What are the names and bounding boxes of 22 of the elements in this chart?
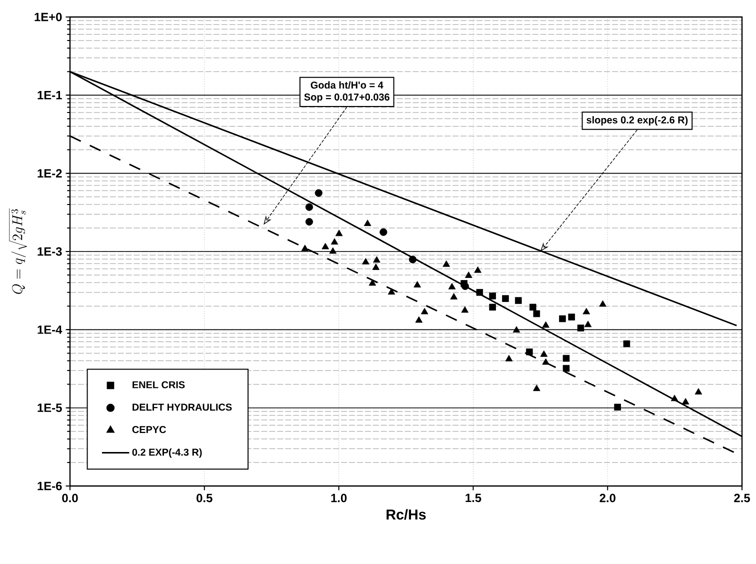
y-tick-label: 1E-1	[38, 91, 62, 100]
annotation: Sop = 0.017+0.036	[304, 94, 390, 103]
x-tick-label: 2.5	[734, 494, 750, 502]
y-tick-label: 1E-5	[38, 404, 62, 412]
y-tick-label: 1E-4	[38, 326, 62, 334]
x-axis-title: Rc/Hs	[386, 509, 426, 520]
y-tick-label: 1E-2	[38, 169, 62, 178]
legend-label: ENEL CRIS	[132, 381, 185, 388]
legend-label: CEPYC	[132, 426, 166, 434]
x-tick-label: 0.5	[196, 494, 212, 502]
y-axis-title: $Q=q/\sqrt{2gH_s^3}$	[9, 208, 28, 294]
legend-label: DELFT HYDRAULICS	[132, 404, 232, 411]
x-tick-label: 1.0	[331, 494, 347, 502]
x-tick-label: 1.5	[466, 494, 482, 502]
x-tick-label: 0.0	[62, 494, 78, 502]
y-tick-label: 1E+0	[34, 12, 62, 22]
y-tick-label: 1E-6	[38, 482, 62, 490]
x-tick-label: 2.0	[600, 494, 616, 502]
legend-label: 0.2 EXP(-4.3 R)	[132, 448, 202, 458]
y-tick-label: 1E-3	[38, 247, 62, 256]
annotation: slopes 0.2 exp(-2.6 R)	[586, 116, 688, 126]
annotation: Goda ht/H'o = 4	[310, 81, 384, 89]
